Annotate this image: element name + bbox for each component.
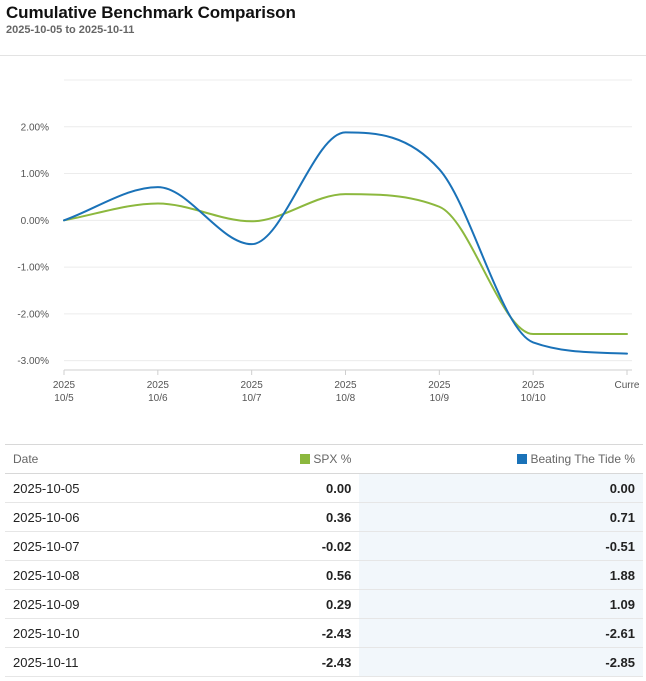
table-row: 2025-10-08 0.56 1.88 — [5, 560, 643, 590]
column-header-btt[interactable]: Beating The Tide % — [359, 444, 643, 474]
cell-spx: -0.02 — [217, 531, 360, 561]
column-header-btt-label: Beating The Tide % — [530, 452, 635, 466]
y-axis: 2.00% 1.00% 0.00% -1.00% -2.00% -3.00% — [17, 122, 49, 367]
cell-btt: 1.09 — [359, 589, 643, 619]
table-row: 2025-10-07 -0.02 -0.51 — [5, 531, 643, 561]
cell-btt: 0.00 — [359, 473, 643, 503]
table-body: 2025-10-05 0.00 0.00 2025-10-06 0.36 0.71 2025… — [5, 473, 643, 677]
grid-lines — [64, 79, 632, 371]
x-tick-label: 2025 — [147, 380, 170, 391]
x-tick-label: 10/5 — [54, 393, 74, 404]
cell-date: 2025-10-08 — [5, 560, 217, 590]
x-tick-label: 2025 — [522, 380, 545, 391]
cell-spx: -2.43 — [217, 647, 360, 677]
column-header-spx[interactable]: SPX % — [217, 444, 360, 474]
series-lines — [63, 131, 628, 355]
cell-btt: 0.71 — [359, 502, 643, 532]
cell-spx: -2.43 — [217, 618, 360, 648]
cell-date: 2025-10-09 — [5, 589, 217, 619]
cell-date: 2025-10-07 — [5, 531, 217, 561]
btt-series-line — [63, 131, 628, 355]
table-header-row: Date SPX % Beating The Tide % — [5, 444, 643, 474]
x-tick-label: 10/10 — [521, 393, 546, 404]
spx-series-line — [63, 193, 628, 335]
data-table: Date SPX % Beating The Tide % 2025-10-05… — [5, 444, 643, 677]
divider — [0, 55, 646, 56]
y-tick-label: -3.00% — [17, 356, 49, 367]
spx-legend-swatch — [300, 454, 311, 464]
table-row: 2025-10-11 -2.43 -2.85 — [5, 647, 643, 677]
cell-spx: 0.00 — [217, 473, 360, 503]
y-tick-label: 2.00% — [21, 122, 49, 133]
y-tick-label: -1.00% — [17, 263, 49, 274]
x-tick-label: 10/8 — [336, 393, 356, 404]
x-tick-label: 2025 — [241, 380, 264, 391]
data-table-container: Date SPX % Beating The Tide % 2025-10-05… — [5, 444, 643, 677]
y-tick-label: 0.00% — [21, 216, 49, 227]
cell-date: 2025-10-10 — [5, 618, 217, 648]
cell-date: 2025-10-06 — [5, 502, 217, 532]
column-header-spx-label: SPX % — [313, 452, 352, 466]
x-tick-label: 2025 — [53, 380, 76, 391]
cell-date: 2025-10-11 — [5, 647, 217, 677]
x-tick-label: 2025 — [428, 380, 451, 391]
y-tick-label: -2.00% — [17, 309, 49, 320]
cell-btt: -0.51 — [359, 531, 643, 561]
table-row: 2025-10-10 -2.43 -2.61 — [5, 618, 643, 648]
x-tick-label: 10/9 — [430, 393, 450, 404]
x-tick-label: 2025 — [334, 380, 357, 391]
column-header-date-label: Date — [13, 452, 39, 466]
x-tick-label: Curre — [614, 380, 639, 391]
cell-spx: 0.36 — [217, 502, 360, 532]
table-row: 2025-10-06 0.36 0.71 — [5, 502, 643, 532]
cell-date: 2025-10-05 — [5, 473, 217, 503]
cell-spx: 0.56 — [217, 560, 360, 590]
table-row: 2025-10-09 0.29 1.09 — [5, 589, 643, 619]
cell-spx: 0.29 — [217, 589, 360, 619]
table-row: 2025-10-05 0.00 0.00 — [5, 473, 643, 503]
line-chart: 2.00% 1.00% 0.00% -1.00% -2.00% -3.00% 2025 10… — [17, 79, 640, 404]
y-tick-label: 1.00% — [21, 169, 49, 180]
cell-btt: -2.85 — [359, 647, 643, 677]
x-tick-label: 10/6 — [148, 393, 168, 404]
btt-legend-swatch — [517, 454, 528, 464]
column-header-date[interactable]: Date — [5, 444, 217, 474]
date-range: 2025-10-05 to 2025-10-11 — [6, 24, 135, 36]
cell-btt: -2.61 — [359, 618, 643, 648]
chart-title: Cumulative Benchmark Comparison — [6, 3, 296, 22]
x-tick-label: 10/7 — [242, 393, 262, 404]
cell-btt: 1.88 — [359, 560, 643, 590]
x-axis: 2025 10/5 2025 10/6 2025 10/7 2025 10/8 2025 10/9… — [53, 370, 640, 404]
